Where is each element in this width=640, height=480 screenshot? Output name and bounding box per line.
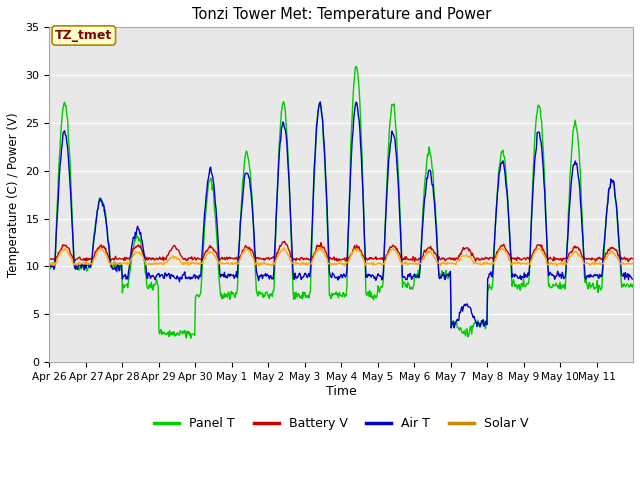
Line: Panel T: Panel T bbox=[49, 66, 633, 338]
Air T bbox=[403, 276, 410, 282]
Panel T bbox=[222, 291, 230, 297]
Solar V bbox=[45, 261, 53, 266]
Solar V bbox=[273, 255, 281, 261]
Solar V bbox=[317, 245, 325, 251]
Battery V bbox=[435, 254, 443, 260]
Air T bbox=[114, 262, 122, 267]
Title: Tonzi Tower Met: Temperature and Power: Tonzi Tower Met: Temperature and Power bbox=[191, 7, 491, 22]
Legend: Panel T, Battery V, Air T, Solar V: Panel T, Battery V, Air T, Solar V bbox=[149, 412, 533, 435]
Battery V bbox=[114, 256, 122, 262]
Battery V bbox=[272, 255, 280, 261]
Air T bbox=[629, 276, 637, 282]
Y-axis label: Temperature (C) / Power (V): Temperature (C) / Power (V) bbox=[7, 112, 20, 277]
Air T bbox=[272, 213, 280, 219]
Air T bbox=[250, 230, 258, 236]
Air T bbox=[45, 264, 53, 270]
Battery V bbox=[403, 254, 410, 260]
Panel T bbox=[251, 255, 259, 261]
Solar V bbox=[255, 263, 262, 269]
Solar V bbox=[221, 261, 229, 266]
Air T bbox=[221, 275, 229, 280]
Panel T bbox=[273, 199, 281, 204]
Panel T bbox=[629, 284, 637, 290]
Battery V bbox=[629, 256, 637, 262]
Panel T bbox=[352, 63, 360, 69]
Panel T bbox=[114, 262, 122, 268]
Battery V bbox=[45, 256, 53, 262]
Air T bbox=[316, 99, 324, 105]
Solar V bbox=[436, 261, 444, 266]
Solar V bbox=[629, 261, 637, 266]
Battery V bbox=[221, 257, 229, 263]
Solar V bbox=[403, 261, 411, 266]
Line: Solar V: Solar V bbox=[49, 248, 633, 266]
Air T bbox=[435, 274, 443, 280]
Battery V bbox=[250, 254, 258, 260]
Battery V bbox=[281, 239, 289, 244]
Line: Battery V: Battery V bbox=[49, 241, 633, 262]
Battery V bbox=[625, 259, 632, 264]
Panel T bbox=[45, 260, 53, 265]
Panel T bbox=[403, 285, 411, 290]
X-axis label: Time: Time bbox=[326, 384, 356, 397]
Air T bbox=[447, 325, 455, 331]
Line: Air T: Air T bbox=[49, 102, 633, 328]
Solar V bbox=[114, 261, 122, 266]
Panel T bbox=[436, 271, 444, 276]
Panel T bbox=[187, 336, 195, 341]
Solar V bbox=[250, 258, 258, 264]
Text: TZ_tmet: TZ_tmet bbox=[55, 29, 113, 42]
